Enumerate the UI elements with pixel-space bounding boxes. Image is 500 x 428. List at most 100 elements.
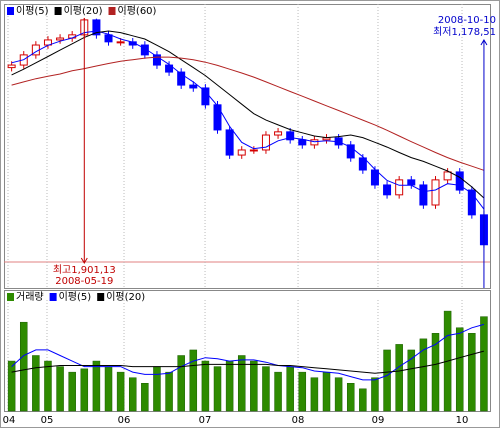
ma-line (11, 30, 485, 199)
x-tick-label: 06 (118, 415, 131, 426)
volume-bar (7, 360, 16, 412)
candle-body (358, 157, 367, 171)
volume-bar (480, 316, 488, 412)
volume-bar (237, 355, 246, 412)
volume-bar (80, 368, 89, 412)
volume-bar (359, 388, 367, 412)
legend-swatch (54, 7, 62, 15)
volume-bar (104, 366, 113, 412)
candle-body (383, 184, 392, 196)
x-tick-label: 04 (3, 415, 16, 426)
volume-bar (419, 338, 428, 412)
candle-body (298, 139, 307, 146)
volume-bar (407, 349, 416, 412)
legend-label: 이평(5) (59, 291, 92, 303)
legend-swatch (49, 293, 57, 301)
volume-bar (213, 366, 222, 412)
volume-panel (4, 290, 491, 412)
legend-swatch (7, 293, 14, 301)
candle-body (92, 19, 101, 36)
candle-body (213, 104, 222, 131)
price-panel (4, 4, 491, 289)
candle-body (455, 171, 464, 191)
volume-bar (56, 366, 64, 412)
volume-bar (44, 360, 52, 412)
candle-body (140, 44, 149, 56)
volume-bar (92, 360, 101, 412)
legend-swatch (108, 7, 116, 15)
candle-body (346, 144, 355, 159)
volume-bar (468, 333, 476, 412)
candle-body (201, 87, 210, 106)
candle-body (104, 34, 113, 43)
candle-body (467, 189, 476, 216)
ma-line (11, 56, 485, 171)
candle-body (431, 179, 440, 206)
legend-label: 이평(5) (16, 5, 49, 17)
x-tick-label: 05 (41, 415, 54, 426)
volume-bar (250, 360, 258, 412)
candle-body (152, 54, 161, 66)
candle-body (56, 37, 65, 41)
volume-bar (32, 355, 40, 412)
volume-bar (19, 321, 28, 412)
arrow-head (80, 257, 88, 264)
annotation-text: 최고1,901,13 (53, 264, 116, 276)
volume-bar (298, 371, 307, 412)
ma-line (11, 323, 485, 381)
candle-body (165, 64, 174, 73)
volume-bar (334, 377, 343, 412)
volume-bar (116, 371, 125, 412)
candle-body (225, 129, 234, 156)
candle-body (322, 137, 331, 141)
volume-bar (165, 371, 173, 412)
candle-body (249, 149, 258, 152)
volume-bar (153, 366, 161, 412)
volume-bar (383, 349, 391, 412)
volume-bar (310, 377, 319, 412)
candle-body (274, 131, 283, 136)
candle-body (286, 131, 295, 141)
legend-label: 거래량 (16, 291, 44, 303)
candle-body (443, 171, 452, 181)
volume-bar (262, 366, 270, 412)
volume-bar (141, 383, 149, 412)
x-tick-label: 08 (292, 415, 305, 426)
candle-body (116, 41, 125, 44)
volume-bar (322, 371, 331, 412)
ma-line (11, 350, 485, 374)
volume-bar (431, 333, 440, 412)
annotation-text: 2008-05-19 (55, 276, 113, 287)
x-tick-label: 09 (372, 415, 385, 426)
volume-bar (395, 344, 403, 412)
volume-bar (346, 383, 355, 412)
x-tick-label: 07 (199, 415, 212, 426)
legend-label: 이평(20) (64, 5, 103, 17)
legend-label: 이평(60) (118, 5, 157, 17)
candle-body (407, 179, 416, 186)
volume-bar (371, 377, 379, 412)
candle-body (419, 184, 428, 206)
volume-bar (455, 327, 464, 412)
volume-bar (128, 377, 137, 412)
candle-body (189, 84, 198, 89)
x-tick-label: 10 (456, 415, 469, 426)
volume-bar (274, 371, 282, 412)
volume-bar (189, 349, 198, 412)
volume-bar (286, 366, 294, 412)
candle-body (310, 139, 319, 146)
legend-swatch (7, 7, 14, 15)
candle-body (237, 149, 246, 156)
annotation-text: 2008-10-10 (438, 15, 496, 26)
volume-bar (68, 371, 76, 412)
candle-body (177, 71, 186, 86)
legend-swatch (97, 293, 105, 301)
annotation-text: 최저1,178,51 (433, 26, 496, 38)
volume-bar (177, 355, 185, 412)
legend-label: 이평(20) (106, 291, 145, 303)
volume-bar (201, 360, 210, 412)
ma-line (11, 30, 485, 210)
candle-body (261, 134, 270, 151)
